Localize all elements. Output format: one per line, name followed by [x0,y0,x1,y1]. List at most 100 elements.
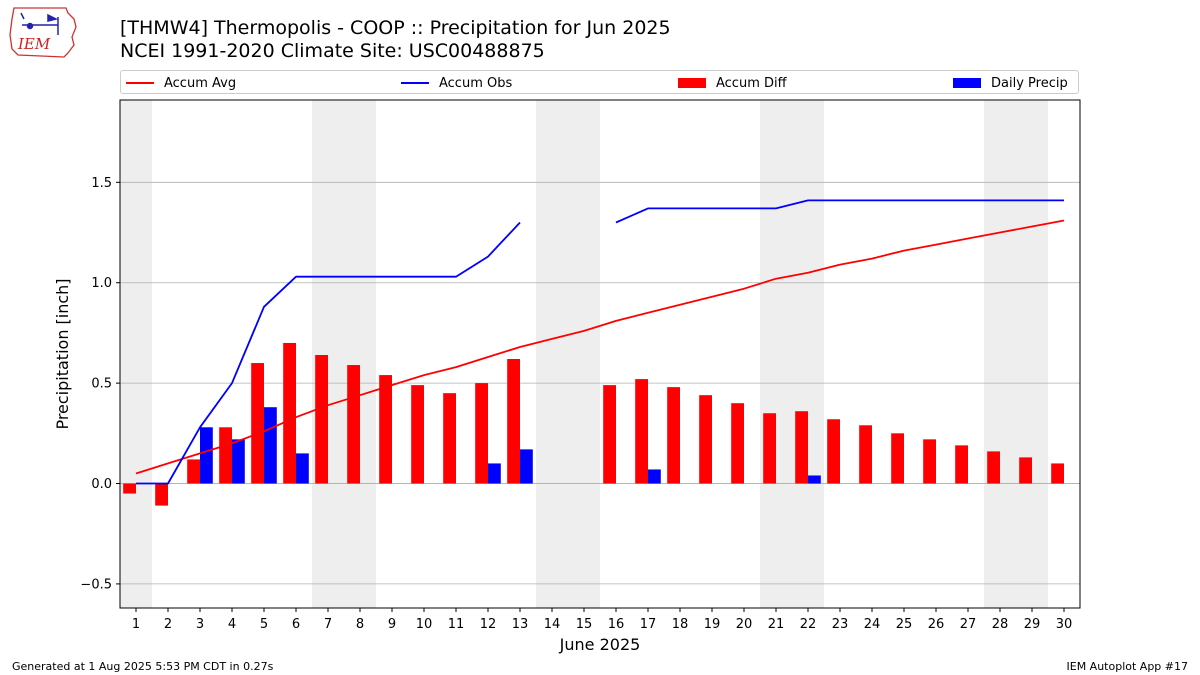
accum-diff-bar [315,355,328,484]
accum-diff-bar [859,425,872,484]
accum-diff-bar [507,359,520,484]
x-tick-label: 20 [736,617,753,632]
footer-app: IEM Autoplot App #17 [1066,660,1189,673]
legend-swatch-accum-avg [126,82,154,84]
x-tick-label: 9 [388,617,396,632]
x-tick-label: 6 [292,617,300,632]
legend-item-accum-obs: Accum Obs [401,74,512,92]
y-axis-label: Precipitation [inch] [53,278,72,429]
x-tick-label: 30 [1056,617,1073,632]
x-tick-label: 1 [132,617,140,632]
logo-text: IEM [17,35,51,53]
weekend-shading [120,100,1048,608]
x-tick-label: 28 [992,617,1009,632]
x-tick-label: 18 [672,617,689,632]
x-tick-label: 16 [608,617,625,632]
x-tick-label: 19 [704,617,721,632]
accum-diff-bar [1019,457,1032,484]
accum-diff-bar [251,363,264,484]
iowa-outline-icon [9,7,77,58]
accum-diff-bar [667,387,680,484]
x-tick-label: 8 [356,617,364,632]
accum-diff-bar [187,459,200,484]
x-tick-label: 7 [324,617,332,632]
accum-diff-bar [411,385,424,484]
x-tick-label: 24 [864,617,881,632]
accum-diff-bar [955,445,968,484]
accum-diff-bar [987,451,1000,484]
axes: −0.50.00.51.01.51 2 3 4 5 6 7 8 9 10 11 12 13 14 15 16 1… [80,176,1072,632]
x-tick-label: 3 [196,617,204,632]
daily-precip-bar [200,427,213,484]
chart-subtitle: NCEI 1991-2020 Climate Site: USC00488875 [120,40,545,62]
x-tick-label: 11 [448,617,465,632]
accum-diff-bar [635,379,648,484]
gridlines [120,181,1080,585]
weekend-shade-3 [536,100,600,608]
accum-diff-bar [283,342,296,484]
x-tick-label: 25 [896,617,913,632]
accum-diff-bar [1051,463,1064,484]
y-tick-label: −0.5 [80,577,112,592]
legend: Accum Avg Accum Obs Accum Diff Daily Pre… [120,70,1079,94]
x-tick-label: 21 [768,617,785,632]
legend-swatch-accum-obs [401,82,429,84]
x-tick-label: 2 [164,617,172,632]
x-tick-label: 29 [1024,617,1041,632]
footer-generated: Generated at 1 Aug 2025 5:53 PM CDT in 0… [12,660,274,673]
chart-title: [THMW4] Thermopolis - COOP :: Precipitat… [120,17,671,39]
accum-diff-bar [123,483,136,494]
y-tick-label: 1.0 [91,276,112,291]
accum-diff-bar [763,413,776,484]
weekend-shade-5 [984,100,1048,608]
accum-diff-bar [795,411,808,484]
accum-diff-bar [443,393,456,484]
x-tick-label: 27 [960,617,977,632]
accum-diff-bar [379,375,392,484]
x-tick-label: 22 [800,617,817,632]
x-tick-label: 12 [480,617,497,632]
daily-precip-bar [648,469,661,484]
weekend-shade-2 [312,100,376,608]
bars [123,342,1064,506]
legend-swatch-accum-diff [678,78,706,88]
legend-label-accum-diff: Accum Diff [716,75,787,91]
weekend-shade-1 [120,100,152,608]
weekend-shade-4 [760,100,824,608]
accum-obs-line [136,221,521,485]
iem-logo-graphic: IEM [9,7,77,58]
accum-diff-bar [475,383,488,484]
daily-precip-bar [264,407,277,484]
legend-item-accum-diff: Accum Diff [678,74,787,92]
legend-swatch-daily-precip [953,78,981,88]
accum-diff-bar [923,439,936,484]
lines [135,199,1065,485]
y-tick-label: 1.5 [91,176,112,191]
accum-diff-bar [347,365,360,484]
accum-diff-bar [731,403,744,484]
x-tick-label: 5 [260,617,268,632]
y-tick-label: 0.5 [91,377,112,392]
legend-label-daily-precip: Daily Precip [991,75,1068,91]
accum-diff-bar [219,427,232,484]
x-tick-label: 15 [576,617,593,632]
legend-label-accum-obs: Accum Obs [439,75,513,91]
x-tick-label: 13 [512,617,529,632]
y-tick-label: 0.0 [91,477,112,492]
x-tick-label: 17 [640,617,657,632]
daily-precip-bar [488,463,501,484]
weather-station-icon [20,12,59,35]
legend-item-daily-precip: Daily Precip [953,74,1068,92]
daily-precip-bar [520,449,533,484]
accum-diff-bar [699,395,712,484]
accum-diff-bar [155,483,168,506]
daily-precip-bar [296,453,309,484]
accum-diff-bar [603,385,616,484]
x-tick-label: 4 [228,617,236,632]
daily-precip-bar [232,439,245,484]
iem-logo: IEM [8,5,80,59]
x-tick-label: 10 [416,617,433,632]
accum-obs-line [615,199,1064,224]
legend-label-accum-avg: Accum Avg [164,75,237,91]
